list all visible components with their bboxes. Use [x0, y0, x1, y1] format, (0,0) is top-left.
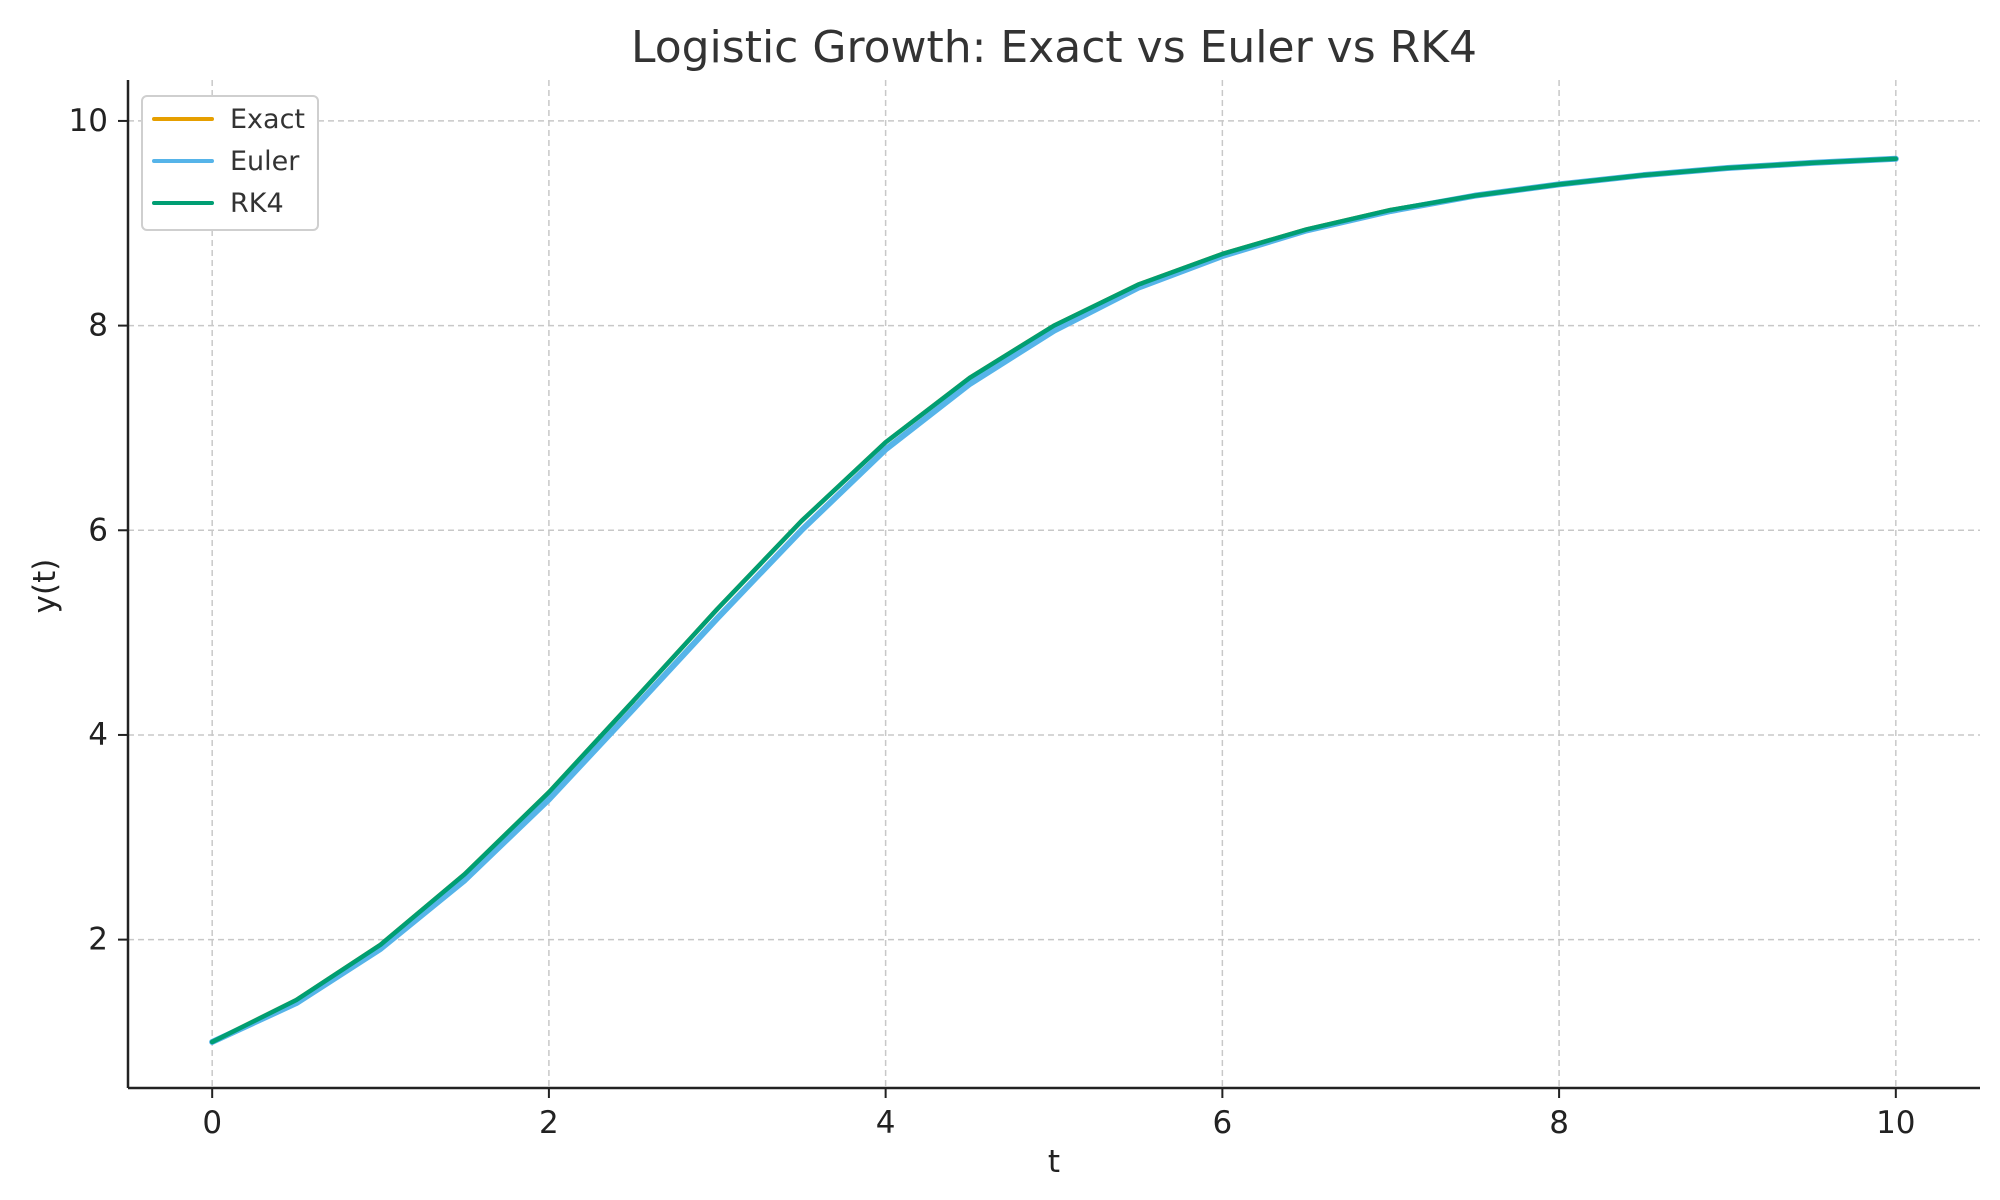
y-tick-label: 2	[88, 922, 108, 958]
x-tick-label: 8	[1549, 1105, 1569, 1141]
x-tick-label: 10	[1876, 1105, 1915, 1141]
legend-label-exact: Exact	[230, 104, 305, 135]
legend-label-rk4: RK4	[230, 188, 284, 219]
legend-label-euler: Euler	[230, 146, 300, 177]
grid	[128, 80, 1980, 1088]
legend-box	[141, 95, 319, 231]
y-tick-label: 4	[88, 717, 108, 753]
axes	[126, 80, 1980, 1090]
series-line-rk4	[209, 156, 1899, 1045]
y-tick-label: 8	[88, 308, 108, 344]
tick-labels: 0 2 4 6 8 10 2 4 6 8 10	[69, 103, 1916, 1141]
legend: Exact Euler RK4	[141, 95, 319, 231]
x-tick-label: 6	[1212, 1105, 1232, 1141]
y-tick-label: 6	[88, 512, 108, 548]
chart-title: Logistic Growth: Exact vs Euler vs RK4	[631, 22, 1477, 73]
y-axis-label: y(t)	[27, 559, 63, 614]
x-axis-label: t	[1048, 1144, 1060, 1180]
y-tick-label: 10	[69, 103, 108, 139]
x-tick-label: 0	[202, 1105, 222, 1141]
x-tick-label: 2	[539, 1105, 559, 1141]
plot-series	[209, 155, 1899, 1045]
x-tick-label: 4	[876, 1105, 896, 1141]
